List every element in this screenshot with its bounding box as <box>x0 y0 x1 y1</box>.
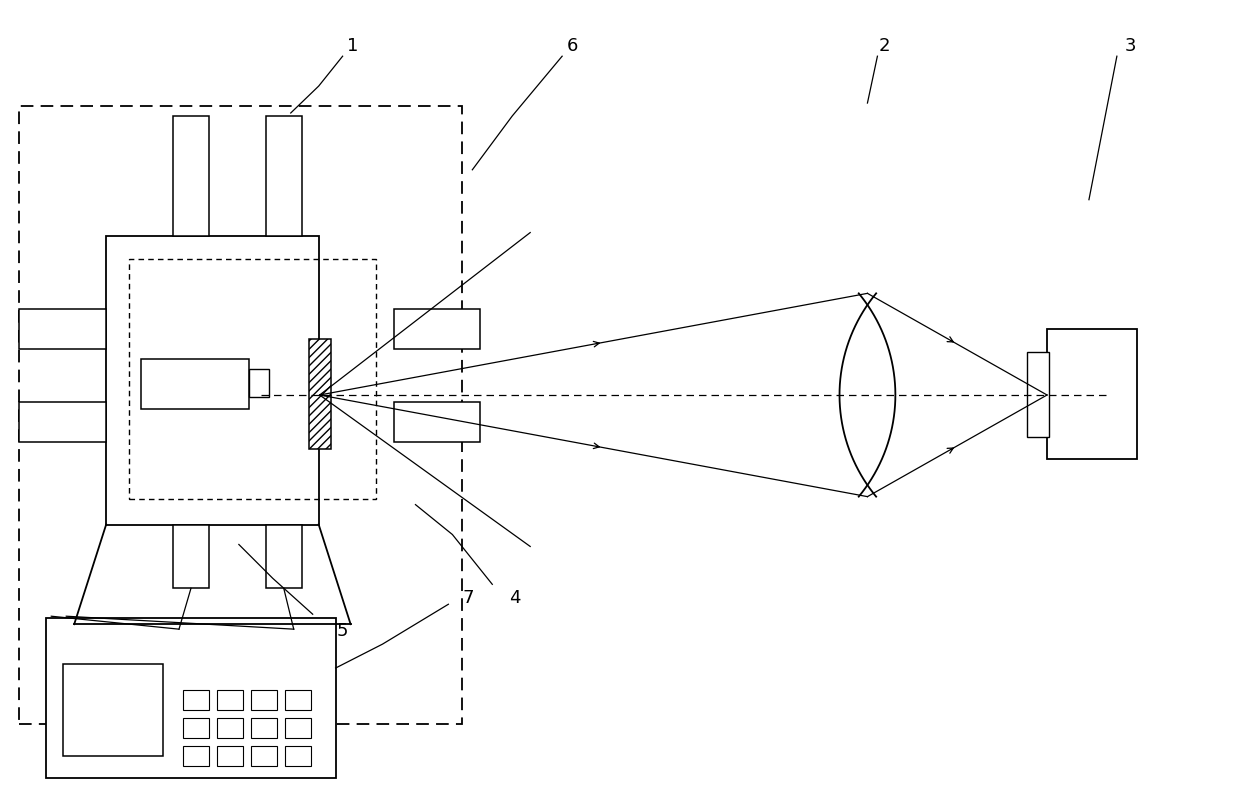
Text: 2: 2 <box>879 37 890 55</box>
Bar <box>250 718 277 737</box>
Bar <box>20 402 107 442</box>
Bar <box>20 106 463 724</box>
Bar <box>250 690 277 710</box>
Bar <box>184 746 208 766</box>
Bar <box>174 525 208 589</box>
Bar <box>1047 329 1137 459</box>
Bar <box>249 369 269 397</box>
Bar <box>184 718 208 737</box>
Bar <box>285 746 311 766</box>
Bar <box>309 339 331 449</box>
Bar <box>20 309 107 349</box>
Bar <box>174 116 208 235</box>
Bar <box>265 116 301 235</box>
Text: 1: 1 <box>347 37 358 55</box>
Bar <box>107 235 319 525</box>
Text: 4: 4 <box>510 589 521 608</box>
Text: 5: 5 <box>337 623 348 640</box>
Bar <box>285 690 311 710</box>
Bar <box>217 718 243 737</box>
Bar <box>1027 352 1049 437</box>
Bar <box>393 402 480 442</box>
Bar <box>184 690 208 710</box>
Bar <box>129 260 376 499</box>
Bar <box>217 746 243 766</box>
Bar <box>217 690 243 710</box>
Text: 3: 3 <box>1125 37 1137 55</box>
Bar <box>393 309 480 349</box>
Text: 7: 7 <box>463 589 474 608</box>
Bar <box>63 664 162 756</box>
Bar <box>46 619 336 778</box>
Bar <box>141 359 249 409</box>
Bar <box>285 718 311 737</box>
Bar <box>250 746 277 766</box>
Bar <box>265 525 301 589</box>
Text: 6: 6 <box>567 37 578 55</box>
